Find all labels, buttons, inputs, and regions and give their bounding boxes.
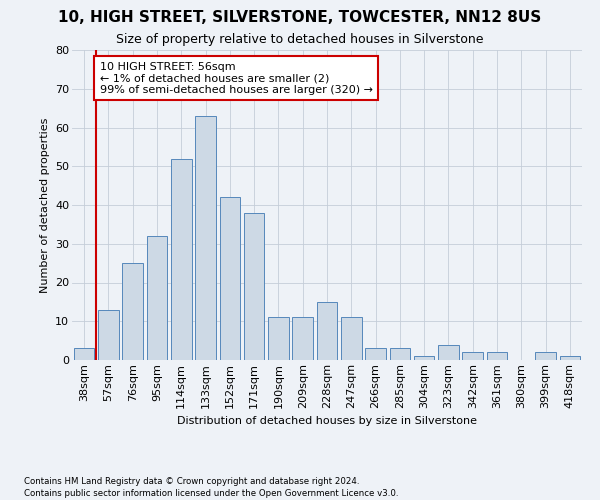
Bar (292, 318, 313, 360)
Bar (535, 352, 556, 360)
Text: Size of property relative to detached houses in Silverstone: Size of property relative to detached ho… (116, 32, 484, 46)
Bar (98, 310, 119, 360)
Bar (317, 302, 337, 360)
X-axis label: Distribution of detached houses by size in Silverstone: Distribution of detached houses by size … (177, 416, 477, 426)
Bar (463, 352, 483, 360)
Bar (122, 263, 143, 360)
Text: 10, HIGH STREET, SILVERSTONE, TOWCESTER, NN12 8US: 10, HIGH STREET, SILVERSTONE, TOWCESTER,… (58, 10, 542, 25)
Bar (244, 213, 265, 360)
Bar (171, 158, 191, 360)
Text: 10 HIGH STREET: 56sqm
← 1% of detached houses are smaller (2)
99% of semi-detach: 10 HIGH STREET: 56sqm ← 1% of detached h… (100, 62, 373, 95)
Text: Contains public sector information licensed under the Open Government Licence v3: Contains public sector information licen… (24, 489, 398, 498)
Bar (195, 116, 216, 360)
Bar (438, 344, 459, 360)
Bar (74, 348, 94, 360)
Bar (487, 352, 508, 360)
Bar (146, 236, 167, 360)
Bar (389, 348, 410, 360)
Text: Contains HM Land Registry data © Crown copyright and database right 2024.: Contains HM Land Registry data © Crown c… (24, 478, 359, 486)
Bar (365, 348, 386, 360)
Bar (341, 318, 362, 360)
Bar (414, 356, 434, 360)
Bar (560, 356, 580, 360)
Bar (220, 197, 240, 360)
Bar (268, 318, 289, 360)
Y-axis label: Number of detached properties: Number of detached properties (40, 118, 50, 292)
